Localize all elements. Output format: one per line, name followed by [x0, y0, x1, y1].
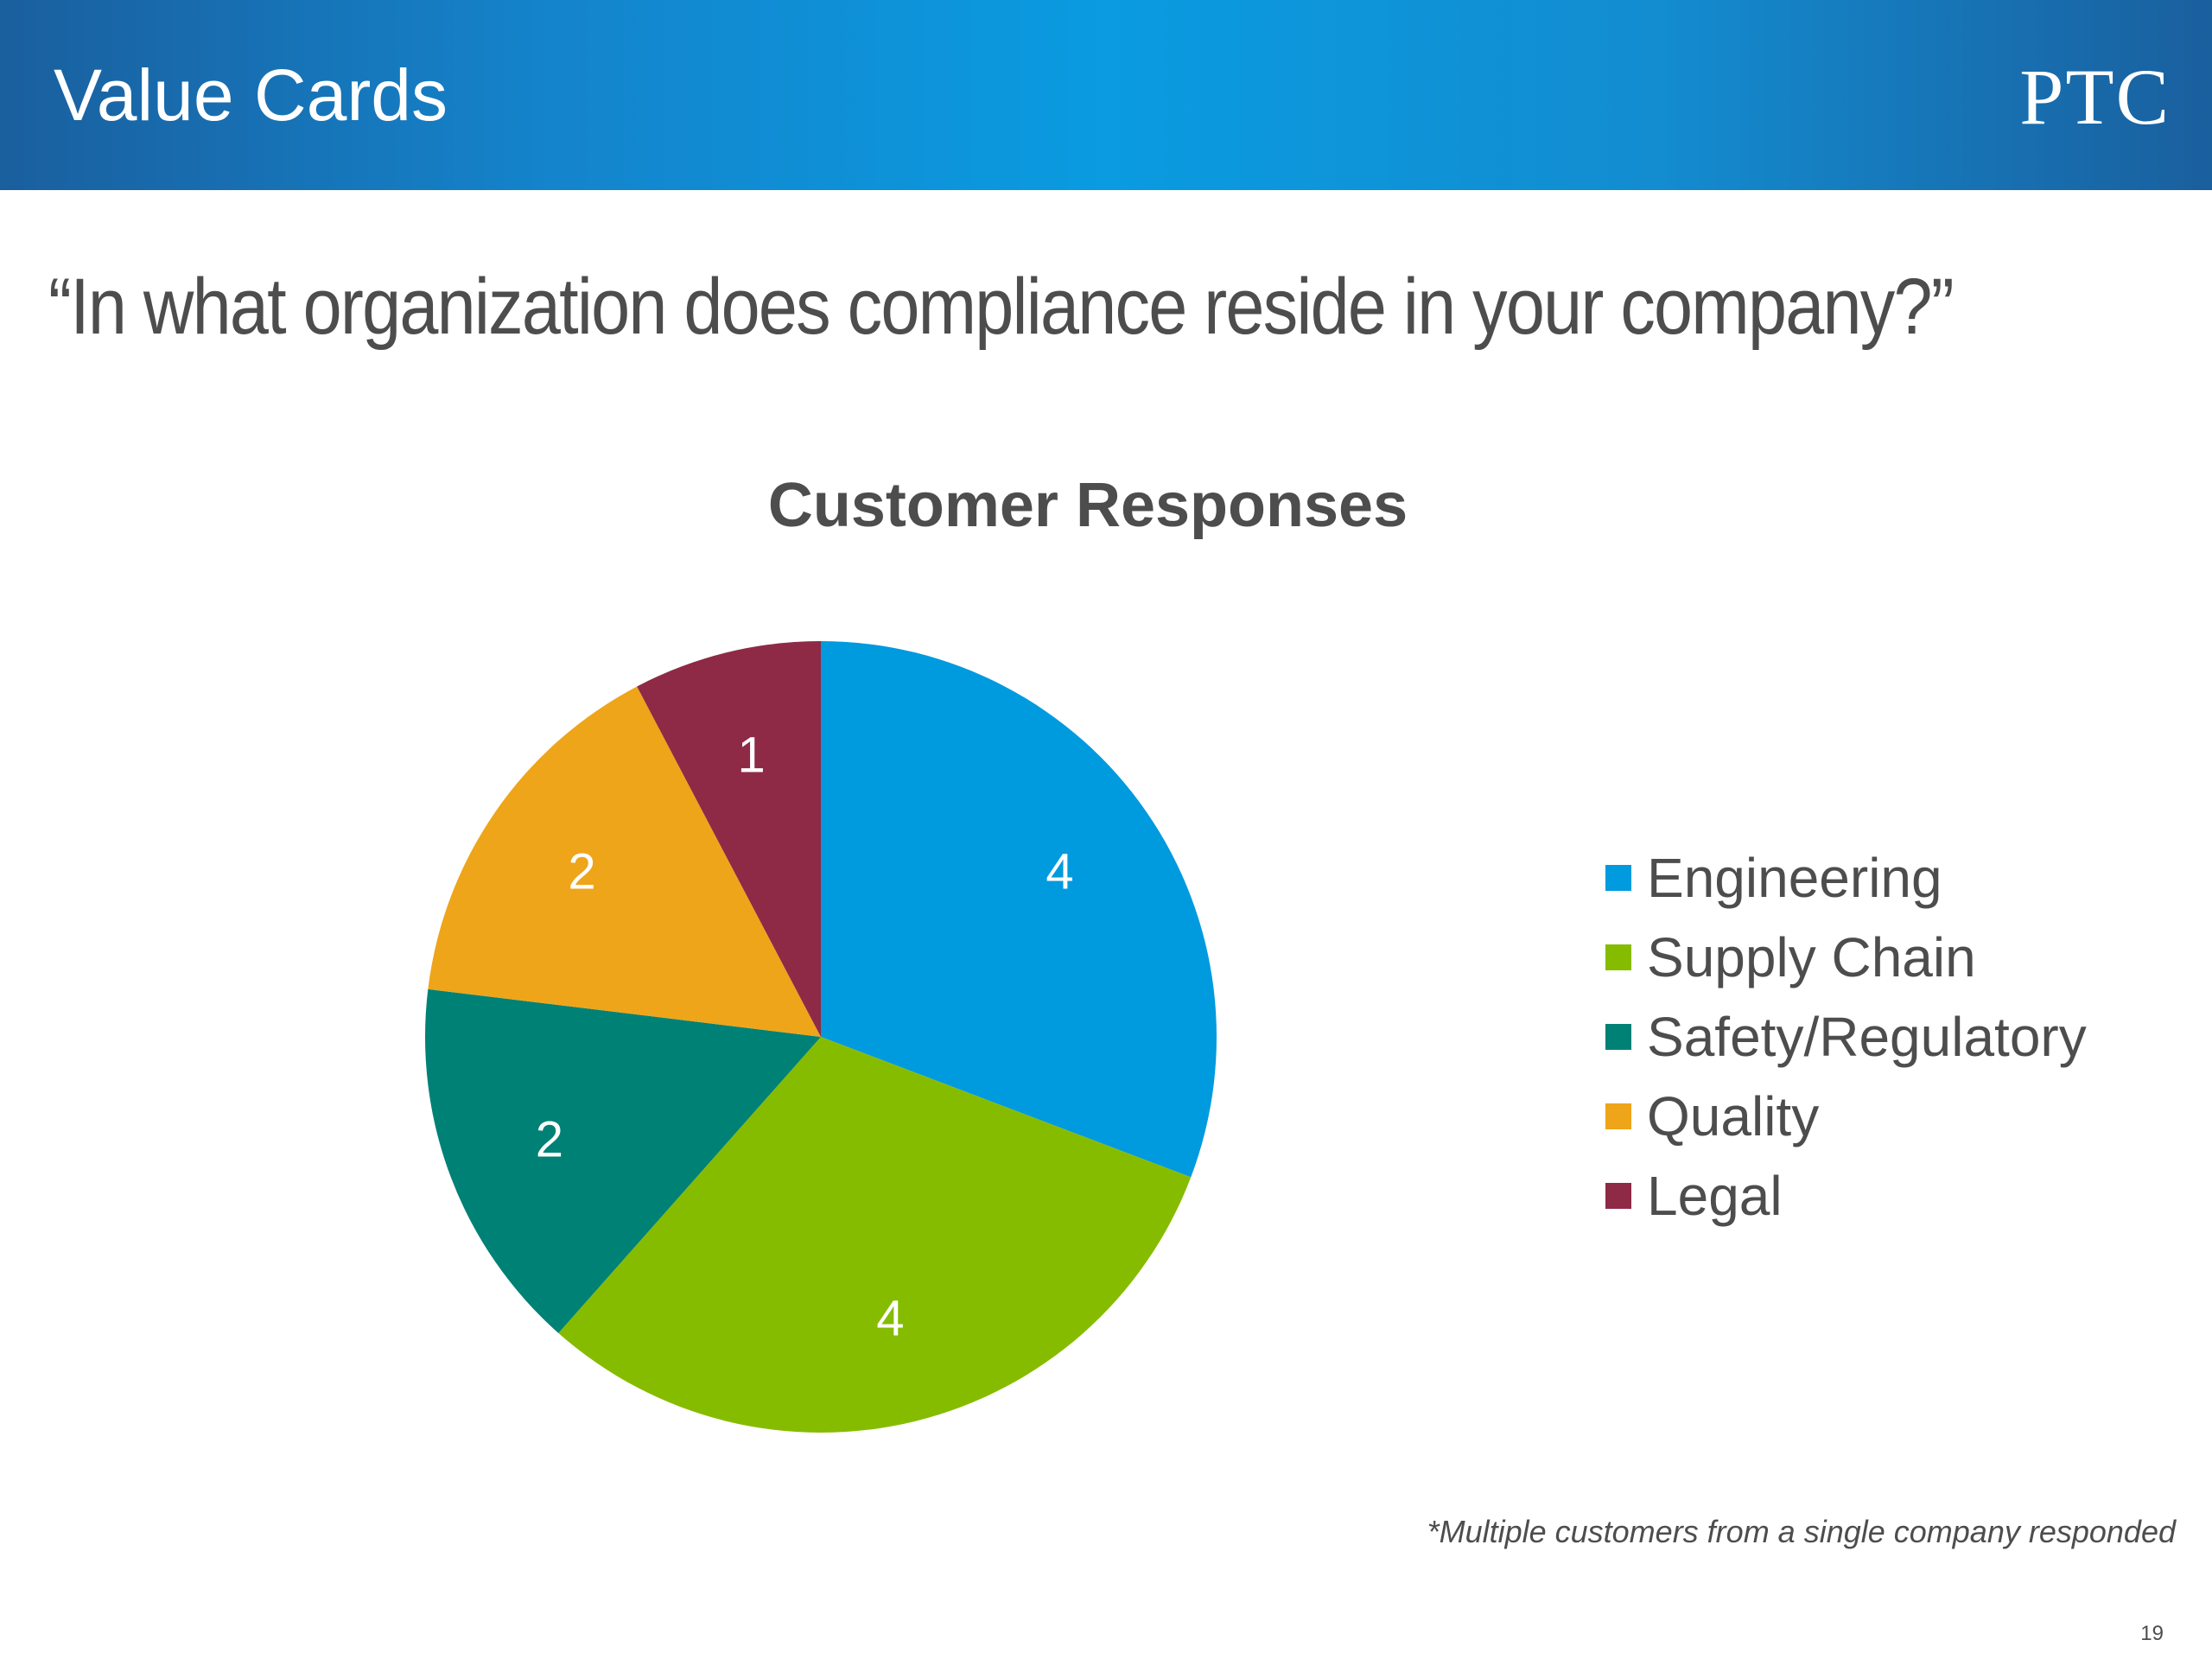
legend-swatch [1605, 944, 1631, 970]
ptc-logo: PTC [2019, 53, 2171, 141]
legend-item-safety-regulatory: Safety/Regulatory [1605, 997, 2087, 1077]
data-label-supply-chain: 4 [876, 1291, 904, 1347]
slide-title: Value Cards [54, 54, 448, 136]
pie-slice-quality [428, 686, 821, 1037]
legend-item-engineering: Engineering [1605, 838, 2087, 918]
legend-label: Engineering [1647, 847, 1942, 909]
page-number: 19 [2140, 1622, 2164, 1645]
legend-label: Quality [1647, 1085, 1820, 1147]
legend-item-supply-chain: Supply Chain [1605, 918, 2087, 997]
pie-slice-legal [637, 641, 821, 1037]
pie-slice-safety-regulatory [424, 988, 821, 1333]
legend-swatch [1605, 1103, 1631, 1129]
legend-swatch [1605, 865, 1631, 891]
legend-swatch [1605, 1183, 1631, 1209]
pie-slice-supply-chain [558, 1037, 1192, 1433]
data-label-engineering: 4 [1046, 844, 1073, 900]
legend-label: Legal [1647, 1165, 1783, 1227]
data-label-legal: 1 [737, 727, 765, 783]
chart-legend: Engineering Supply Chain Safety/Regulato… [1605, 838, 2087, 1236]
survey-question: “In what organization does compliance re… [48, 263, 1955, 351]
data-label-safety-regulatory: 2 [536, 1112, 563, 1168]
legend-label: Supply Chain [1647, 926, 1976, 988]
legend-swatch [1605, 1024, 1631, 1050]
data-label-quality: 2 [568, 844, 595, 900]
legend-item-legal: Legal [1605, 1156, 2087, 1236]
pie-slice-engineering [821, 641, 1217, 1178]
chart-title: Customer Responses [767, 471, 1408, 540]
legend-item-quality: Quality [1605, 1077, 2087, 1156]
header-bar: Value Cards PTC [0, 0, 2212, 190]
legend-label: Safety/Regulatory [1647, 1006, 2087, 1068]
footnote: *Multiple customers from a single compan… [1427, 1514, 2176, 1549]
